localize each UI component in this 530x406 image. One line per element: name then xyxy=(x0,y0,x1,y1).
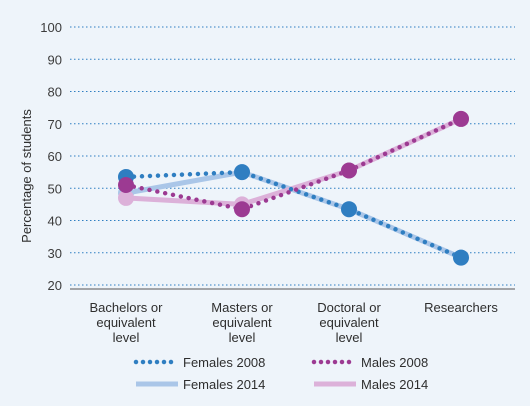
y-tick-label: 30 xyxy=(48,246,62,261)
data-point xyxy=(234,201,250,218)
y-tick-label: 20 xyxy=(48,278,62,293)
y-tick-label: 50 xyxy=(48,181,62,196)
x-axis-categories: Bachelors or equivalent level Masters or equ… xyxy=(90,300,499,345)
legend: Females 2008 Females 2014 Males 2008 Males … xyxy=(133,355,428,392)
data-point xyxy=(118,177,134,194)
x-category-label: Masters or equivalent level xyxy=(211,300,273,345)
x-category-label: Researchers xyxy=(424,300,498,315)
x-category-label: Doctoral or equivalent level xyxy=(317,300,381,345)
y-tick-label: 80 xyxy=(48,85,62,100)
y-tick-label: 70 xyxy=(48,117,62,132)
data-point xyxy=(234,164,250,181)
y-tick-label: 90 xyxy=(48,52,62,67)
y-axis-label: Percentage of students xyxy=(19,109,34,243)
series-line-females-2008 xyxy=(123,169,464,260)
legend-label: Males 2014 xyxy=(361,377,428,392)
legend-label: Males 2008 xyxy=(361,355,428,370)
legend-label: Females 2008 xyxy=(183,355,265,370)
series-points xyxy=(118,110,469,266)
data-point xyxy=(341,162,357,179)
gridlines xyxy=(70,26,515,286)
data-point xyxy=(118,189,134,206)
y-axis-ticks: 20 30 40 50 60 70 80 90 100 xyxy=(40,20,62,293)
legend-label: Females 2014 xyxy=(183,377,265,392)
y-tick-label: 100 xyxy=(40,20,62,35)
series-lines xyxy=(123,116,464,260)
x-category-label: Bachelors or equivalent level xyxy=(90,300,164,345)
data-point xyxy=(341,201,357,218)
data-point xyxy=(453,110,469,127)
y-tick-label: 60 xyxy=(48,149,62,164)
series-line-females-2014 xyxy=(125,169,462,260)
y-tick-label: 40 xyxy=(48,214,62,229)
data-point xyxy=(453,249,469,266)
series-line-males-2008 xyxy=(123,116,464,212)
